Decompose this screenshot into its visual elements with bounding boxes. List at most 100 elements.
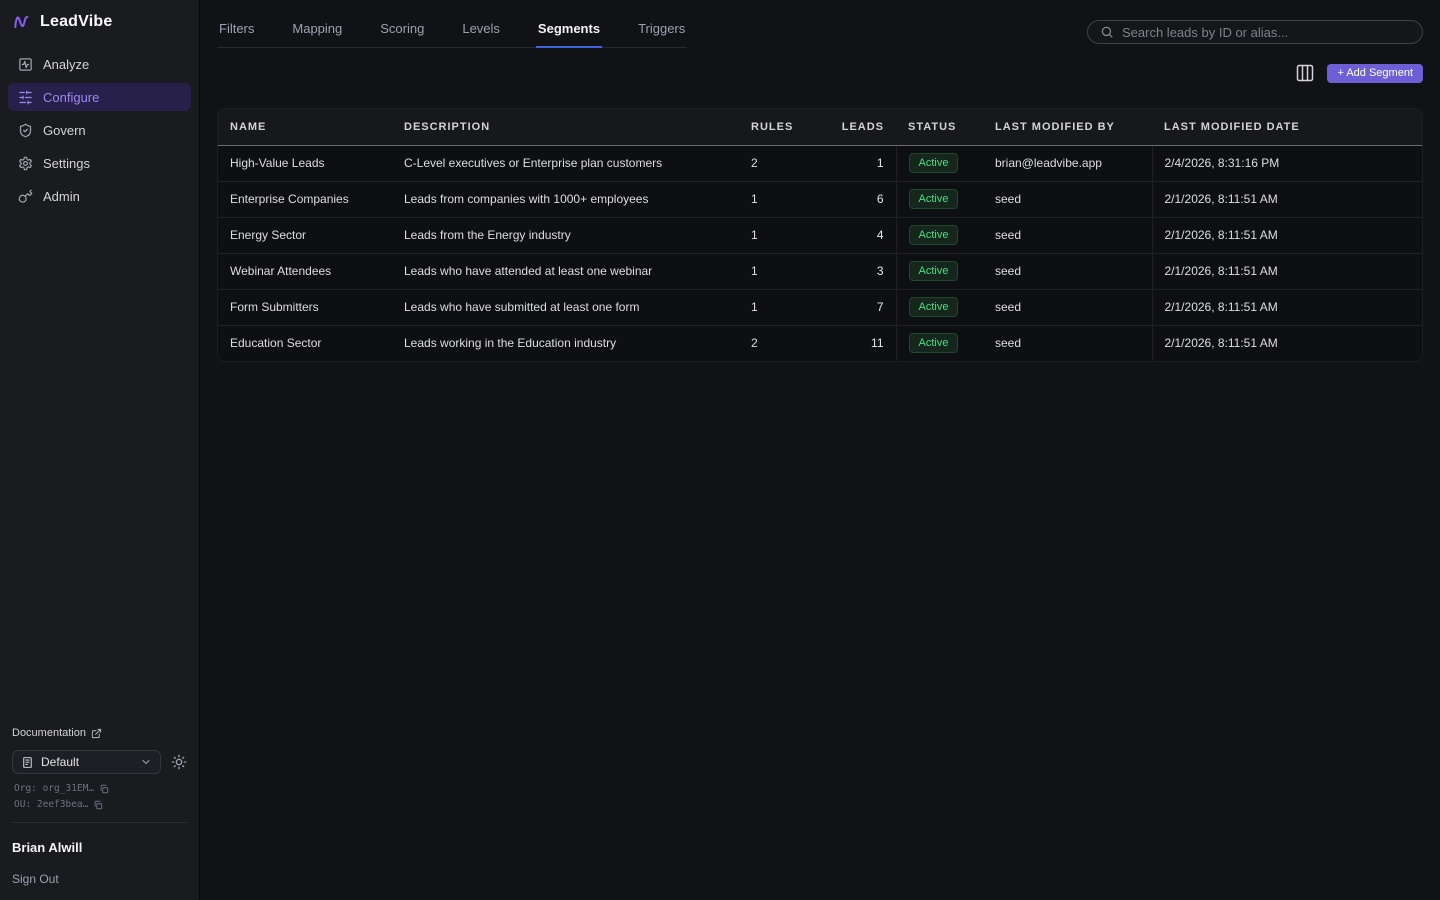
columns-icon — [1297, 64, 1314, 82]
segment-name-cell: Enterprise Companies — [218, 180, 392, 217]
segment-rules-cell: 2 — [739, 145, 816, 181]
ou-id-row: OU: 2eef3bea… — [14, 799, 187, 810]
table-body: High-Value Leads C-Level executives or E… — [218, 145, 1422, 361]
environment-value: Default — [41, 755, 80, 769]
tab-triggers[interactable]: Triggers — [638, 21, 686, 36]
segment-name-cell: Education Sector — [218, 324, 392, 361]
segment-rules-cell: 1 — [739, 216, 816, 253]
ou-id-value: OU: 2eef3bea… — [14, 799, 89, 810]
sidebar-footer: Documentation Default — [0, 715, 199, 900]
segment-leads-cell: 6 — [816, 180, 896, 217]
segment-modified-by-cell: seed — [983, 180, 1152, 217]
sidebar-item-label: Configure — [43, 89, 100, 105]
status-badge: Active — [908, 153, 959, 173]
column-header-status[interactable]: STATUS — [896, 109, 983, 146]
segment-description-cell: Leads who have attended at least one web… — [392, 252, 739, 289]
app-title: LeadVibe — [40, 13, 113, 30]
environment-row: Default — [12, 750, 187, 774]
segment-description-cell: Leads who have submitted at least one fo… — [392, 288, 739, 325]
segment-description-cell: C-Level executives or Enterprise plan cu… — [392, 145, 739, 181]
app-logo: LeadVibe — [0, 0, 199, 42]
status-badge: Active — [908, 333, 959, 354]
chevron-down-icon — [140, 756, 152, 768]
tab-mapping[interactable]: Mapping — [292, 21, 343, 36]
column-header-modified-by[interactable]: LAST MODIFIED BY — [983, 109, 1152, 146]
segment-modified-by-cell: seed — [983, 288, 1152, 325]
sidebar-item-analyze[interactable]: Analyze — [8, 50, 191, 78]
activity-square-icon — [18, 57, 33, 72]
sliders-icon — [18, 90, 33, 105]
segments-table: NAME DESCRIPTION RULES LEADS STATUS LAST… — [218, 109, 1422, 361]
sign-out-button[interactable]: Sign Out — [12, 872, 59, 886]
sidebar-item-settings[interactable]: Settings — [8, 149, 191, 177]
table-row[interactable]: Enterprise Companies Leads from companie… — [218, 180, 1422, 217]
segment-status-cell: Active — [895, 252, 983, 289]
segment-status-cell: Active — [895, 145, 983, 181]
search-box — [1087, 20, 1423, 44]
segment-status-cell: Active — [895, 324, 983, 361]
building-icon — [21, 756, 34, 769]
table-row[interactable]: Form Submitters Leads who have submitted… — [218, 288, 1422, 325]
segment-name-cell: Energy Sector — [218, 216, 392, 253]
segment-leads-cell: 3 — [816, 252, 896, 289]
segment-name-cell: High-Value Leads — [218, 145, 392, 181]
segments-table-card: NAME DESCRIPTION RULES LEADS STATUS LAST… — [217, 108, 1423, 362]
theme-toggle-button[interactable] — [171, 754, 187, 770]
sidebar: LeadVibe Analyze Configure — [0, 0, 200, 900]
segment-status-cell: Active — [895, 180, 983, 217]
column-header-rules[interactable]: RULES — [739, 109, 816, 146]
columns-toggle-button[interactable] — [1295, 63, 1315, 83]
org-id-value: Org: org_31EM… — [14, 783, 95, 794]
search-icon — [1100, 25, 1114, 39]
gear-icon — [18, 156, 33, 171]
segment-leads-cell: 4 — [816, 216, 896, 253]
shield-check-icon — [18, 123, 33, 138]
org-id-row: Org: org_31EM… — [14, 783, 187, 794]
segment-modified-date-cell: 2/1/2026, 8:11:51 AM — [1151, 216, 1422, 253]
column-header-modified-date[interactable]: LAST MODIFIED DATE — [1152, 109, 1422, 146]
key-icon — [18, 189, 33, 204]
tab-bar: Filters Mapping Scoring Levels Segments … — [217, 15, 688, 48]
segment-name-cell: Form Submitters — [218, 288, 392, 325]
tab-filters[interactable]: Filters — [219, 21, 255, 36]
sidebar-item-configure[interactable]: Configure — [8, 83, 191, 111]
copy-icon[interactable] — [99, 784, 109, 794]
segment-rules-cell: 1 — [739, 252, 816, 289]
segment-status-cell: Active — [895, 288, 983, 325]
search-input[interactable] — [1122, 24, 1410, 40]
segment-rules-cell: 1 — [739, 288, 816, 325]
table-row[interactable]: Education Sector Leads working in the Ed… — [218, 324, 1422, 361]
table-row[interactable]: Energy Sector Leads from the Energy indu… — [218, 216, 1422, 253]
main-content: Filters Mapping Scoring Levels Segments … — [200, 0, 1440, 900]
segment-modified-date-cell: 2/1/2026, 8:11:51 AM — [1151, 252, 1422, 289]
segment-description-cell: Leads working in the Education industry — [392, 324, 739, 361]
main-header: Filters Mapping Scoring Levels Segments … — [217, 0, 1423, 48]
sun-icon — [171, 754, 187, 770]
documentation-link[interactable]: Documentation — [12, 727, 187, 739]
column-header-name[interactable]: NAME — [218, 109, 392, 146]
segment-modified-date-cell: 2/1/2026, 8:11:51 AM — [1151, 324, 1422, 361]
segment-modified-by-cell: brian@leadvibe.app — [983, 145, 1152, 181]
tab-segments[interactable]: Segments — [535, 15, 603, 48]
column-header-leads[interactable]: LEADS — [816, 109, 896, 146]
table-row[interactable]: Webinar Attendees Leads who have attende… — [218, 252, 1422, 289]
status-badge: Active — [908, 297, 959, 317]
column-header-description[interactable]: DESCRIPTION — [392, 109, 739, 146]
table-row[interactable]: High-Value Leads C-Level executives or E… — [218, 145, 1422, 181]
documentation-label: Documentation — [12, 727, 86, 739]
segment-modified-date-cell: 2/1/2026, 8:11:51 AM — [1151, 180, 1422, 217]
environment-select[interactable]: Default — [12, 750, 161, 774]
copy-icon[interactable] — [93, 800, 103, 810]
tab-levels[interactable]: Levels — [462, 21, 500, 36]
sidebar-item-govern[interactable]: Govern — [8, 116, 191, 144]
segment-rules-cell: 1 — [739, 180, 816, 217]
add-segment-button[interactable]: + Add Segment — [1327, 63, 1423, 83]
segment-status-cell: Active — [895, 216, 983, 253]
sidebar-item-label: Admin — [43, 188, 80, 204]
segment-modified-by-cell: seed — [983, 216, 1152, 253]
segment-leads-cell: 11 — [816, 324, 896, 361]
user-name: Brian Alwill — [12, 840, 83, 855]
segment-description-cell: Leads from the Energy industry — [392, 216, 739, 253]
tab-scoring[interactable]: Scoring — [380, 21, 425, 36]
sidebar-item-admin[interactable]: Admin — [8, 182, 191, 210]
